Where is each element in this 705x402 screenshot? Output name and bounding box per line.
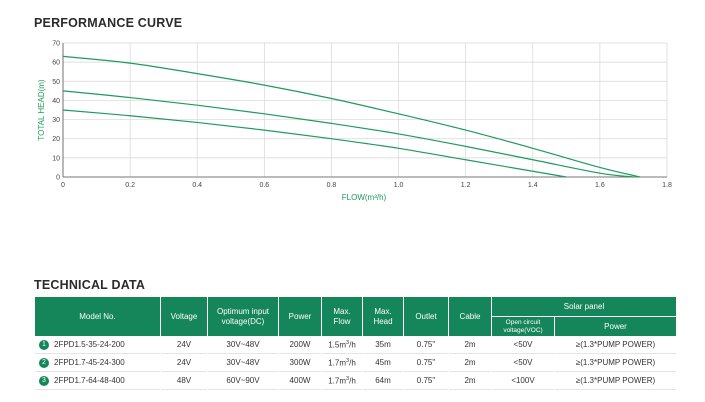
performance-chart: 0 0.2 0.4 0.6 0.8 1.0 1.2 1.4 1.6 1.8 0 10 20 30 40 50 6… bbox=[37, 41, 672, 203]
x-tick-label: 1.2 bbox=[461, 182, 471, 189]
voltage-cell: 24V bbox=[161, 336, 207, 354]
row-number-badge: 2 bbox=[39, 357, 49, 368]
y-tick-label: 70 bbox=[52, 41, 60, 48]
power-cell: 200W bbox=[279, 336, 321, 354]
model-cell: 2 2FPD1.7-45-24-300 bbox=[35, 354, 160, 372]
header-solar-panel: Solar panel bbox=[492, 297, 676, 316]
chart-ticks: 0 0.2 0.4 0.6 0.8 1.0 1.2 1.4 1.6 1.8 0 10 20 30 40 50 6… bbox=[52, 41, 672, 190]
header-cable: Cable bbox=[449, 297, 491, 336]
header-voltage: Voltage bbox=[161, 297, 207, 336]
y-tick-label: 0 bbox=[56, 175, 60, 182]
technical-data-title: TECHNICAL DATA bbox=[34, 278, 146, 292]
voc-cell: <50V bbox=[492, 336, 554, 354]
cable-cell: 2m bbox=[449, 354, 491, 372]
header-solar-power: Power bbox=[555, 316, 676, 336]
header-model: Model No. bbox=[35, 297, 160, 336]
max-head-cell: 45m bbox=[363, 354, 403, 372]
flow-unit: /h bbox=[349, 376, 356, 386]
table-row: 3 2FPD1.7-64-48-400 48V 60V~90V 400W 1.7m… bbox=[35, 372, 676, 390]
row-number-badge: 3 bbox=[39, 375, 49, 386]
flow-superscript: 3 bbox=[346, 339, 350, 346]
model-name: 2FPD1.7-64-48-400 bbox=[54, 375, 125, 385]
header-max-head: Max. Head bbox=[363, 297, 403, 336]
voc-cell: <100V bbox=[492, 372, 554, 390]
outlet-cell: 0.75" bbox=[404, 354, 448, 372]
model-cell: 3 2FPD1.7-64-48-400 bbox=[35, 372, 160, 390]
model-name: 2FPD1.7-45-24-300 bbox=[54, 357, 125, 367]
max-head-cell: 35m bbox=[363, 336, 403, 354]
y-tick-label: 20 bbox=[52, 136, 60, 143]
panel-power-cell: ≥(1.3*PUMP POWER) bbox=[555, 354, 676, 372]
curve-2FPD1.7-64-48-400 bbox=[62, 55, 641, 178]
power-cell: 400W bbox=[279, 372, 321, 390]
chart-series bbox=[62, 55, 641, 178]
x-tick-label: 0.8 bbox=[327, 182, 337, 189]
optimum-voltage-cell: 60V~90V bbox=[208, 372, 278, 390]
x-tick-label: 0.4 bbox=[192, 182, 202, 189]
voc-cell: <50V bbox=[492, 354, 554, 372]
curve-2FPD1.5-35-24-200 bbox=[62, 109, 567, 178]
header-power: Power bbox=[279, 297, 321, 336]
header-optimum-voltage: Optimum input voltage(DC) bbox=[208, 297, 278, 336]
y-tick-label: 10 bbox=[52, 155, 60, 162]
header-max-flow: Max. Flow bbox=[322, 297, 362, 336]
max-flow-cell: 1.7m3/h bbox=[322, 372, 362, 390]
x-tick-label: 1.8 bbox=[662, 182, 672, 189]
voltage-cell: 24V bbox=[161, 354, 207, 372]
cable-cell: 2m bbox=[449, 372, 491, 390]
max-flow-cell: 1.5m3/h bbox=[322, 336, 362, 354]
row-number-badge: 1 bbox=[39, 339, 49, 350]
x-tick-label: 1.6 bbox=[595, 182, 605, 189]
flow-unit: /h bbox=[349, 340, 356, 350]
optimum-voltage-cell: 30V~48V bbox=[208, 354, 278, 372]
chart-grid bbox=[62, 42, 668, 178]
flow-superscript: 3 bbox=[346, 375, 350, 382]
table-row: 1 2FPD1.5-35-24-200 24V 30V~48V 200W 1.5m… bbox=[35, 336, 676, 354]
x-tick-label: 1.0 bbox=[394, 182, 404, 189]
x-tick-label: 0 bbox=[61, 182, 65, 189]
flow-superscript: 3 bbox=[346, 357, 350, 364]
voltage-cell: 48V bbox=[161, 372, 207, 390]
y-tick-label: 30 bbox=[52, 117, 60, 124]
optimum-voltage-cell: 30V~48V bbox=[208, 336, 278, 354]
outlet-cell: 0.75" bbox=[404, 372, 448, 390]
x-tick-label: 1.4 bbox=[528, 182, 538, 189]
cable-cell: 2m bbox=[449, 336, 491, 354]
x-tick-label: 0.6 bbox=[259, 182, 269, 189]
outlet-cell: 0.75" bbox=[404, 336, 448, 354]
y-tick-label: 60 bbox=[52, 60, 60, 67]
y-axis-label: TOTAL HEAD(m) bbox=[37, 79, 46, 141]
x-tick-label: 0.2 bbox=[125, 182, 135, 189]
max-head-cell: 64m bbox=[363, 372, 403, 390]
power-cell: 300W bbox=[279, 354, 321, 372]
performance-curve-title: PERFORMANCE CURVE bbox=[34, 16, 183, 30]
flow-unit: /h bbox=[349, 358, 356, 368]
panel-power-cell: ≥(1.3*PUMP POWER) bbox=[555, 372, 676, 390]
technical-data-table: Model No. Voltage Optimum input voltage(… bbox=[34, 297, 677, 390]
flow-value: 1.7m bbox=[328, 376, 347, 386]
panel-power-cell: ≥(1.3*PUMP POWER) bbox=[555, 336, 676, 354]
x-axis-label: FLOW(m³/h) bbox=[342, 193, 387, 202]
flow-value: 1.7m bbox=[328, 358, 347, 368]
model-name: 2FPD1.5-35-24-200 bbox=[54, 339, 125, 349]
max-flow-cell: 1.7m3/h bbox=[322, 354, 362, 372]
y-tick-label: 50 bbox=[52, 79, 60, 86]
header-outlet: Outlet bbox=[404, 297, 448, 336]
flow-value: 1.5m bbox=[328, 340, 347, 350]
y-tick-label: 40 bbox=[52, 98, 60, 105]
header-open-circuit-voltage: Open circuit voltage(VOC) bbox=[492, 316, 554, 336]
curve-2FPD1.7-45-24-300 bbox=[62, 90, 634, 178]
table-row: 2 2FPD1.7-45-24-300 24V 30V~48V 300W 1.7m… bbox=[35, 354, 676, 372]
chart-axes bbox=[62, 43, 667, 178]
model-cell: 1 2FPD1.5-35-24-200 bbox=[35, 336, 160, 354]
